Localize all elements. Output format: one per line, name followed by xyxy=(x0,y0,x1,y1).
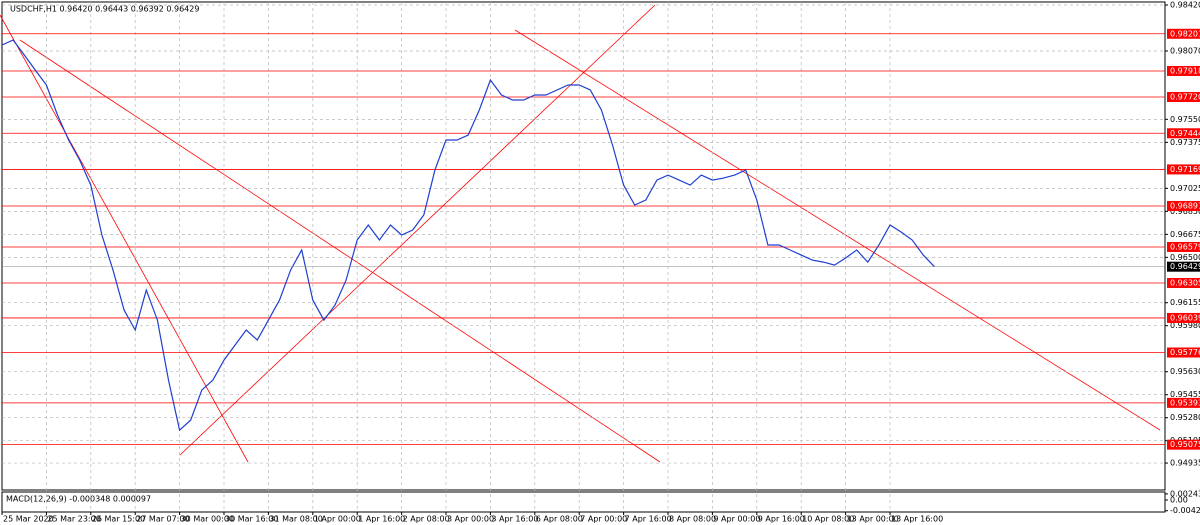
level-label-bg xyxy=(1167,277,1200,288)
x-tick-label: 13 Apr 00:00 xyxy=(847,515,899,524)
x-tick-label: 7 Apr 16:00 xyxy=(625,515,672,524)
x-tick-label: 3 Apr 00:00 xyxy=(447,515,494,524)
x-tick-label: 10 Apr 08:00 xyxy=(802,515,854,524)
y-tick-label: 0.97375 xyxy=(1170,138,1200,147)
x-tick-label: 1 Apr 00:00 xyxy=(314,515,361,524)
y-tick-label: 0.96155 xyxy=(1170,298,1200,307)
level-label: 0.95776 xyxy=(1170,348,1200,357)
level-label: 0.96891 xyxy=(1170,201,1200,210)
current-price-bg xyxy=(1167,261,1200,272)
level-label-bg xyxy=(1167,28,1200,39)
main-panel xyxy=(1,1,1166,491)
level-label-bg xyxy=(1167,92,1200,103)
y-tick-label: 0.95980 xyxy=(1170,321,1200,330)
y-tick-label: 0.96850 xyxy=(1170,207,1200,216)
price-line xyxy=(1,39,935,432)
level-label: 0.98201 xyxy=(1170,29,1200,38)
y-tick-label: 0.98070 xyxy=(1170,46,1200,55)
y-tick-label: 0.97025 xyxy=(1170,184,1200,193)
x-tick-label: 25 Mar 2020 xyxy=(3,515,54,524)
level-label: 0.95075 xyxy=(1170,440,1200,449)
x-tick-label: 8 Apr 08:00 xyxy=(669,515,716,524)
level-label: 0.96579 xyxy=(1170,242,1200,251)
x-tick-label: 30 Mar 00:00 xyxy=(181,515,234,524)
level-label-bg xyxy=(1167,312,1200,323)
level-label-bg xyxy=(1167,164,1200,175)
level-label-bg xyxy=(1167,439,1200,450)
level-label: 0.95393 xyxy=(1170,398,1200,407)
level-label-bg xyxy=(1167,241,1200,252)
level-label-bg xyxy=(1167,397,1200,408)
y-tick-label: 0.94935 xyxy=(1170,459,1200,468)
x-tick-label: 31 Mar 08:00 xyxy=(269,515,322,524)
y-tick-label: 0.95280 xyxy=(1170,413,1200,422)
x-tick-label: 2 Apr 08:00 xyxy=(403,515,450,524)
macd-title: MACD(12,26,9) -0.000348 0.000097 xyxy=(6,495,151,504)
x-tick-label: 1 Apr 16:00 xyxy=(358,515,405,524)
level-label: 0.97918 xyxy=(1170,66,1200,75)
y-tick-label: 0.97550 xyxy=(1170,115,1200,124)
chart-title: USDCHF,H1 0.96420 0.96443 0.96392 0.9642… xyxy=(10,5,199,14)
trend-line xyxy=(179,4,656,456)
x-tick-label: 27 Mar 07:00 xyxy=(136,515,189,524)
x-tick-label: 9 Apr 00:00 xyxy=(713,515,760,524)
level-label: 0.97444 xyxy=(1170,129,1200,138)
macd-tick-label: 0.00 xyxy=(1170,496,1188,505)
x-tick-label: 6 Apr 08:00 xyxy=(536,515,583,524)
level-label-bg xyxy=(1167,65,1200,76)
y-tick-label: 0.96675 xyxy=(1170,230,1200,239)
level-label: 0.97169 xyxy=(1170,165,1200,174)
y-tick-label: 0.95630 xyxy=(1170,367,1200,376)
current-price-label: 0.96429 xyxy=(1170,262,1200,271)
x-tick-label: 13 Apr 16:00 xyxy=(891,515,943,524)
macd-tick-label: -0.004299 xyxy=(1170,506,1200,515)
x-tick-label: 26 Mar 15:00 xyxy=(92,515,145,524)
y-tick-label: 0.95455 xyxy=(1170,390,1200,399)
level-label: 0.96039 xyxy=(1170,313,1200,322)
level-label: 0.96305 xyxy=(1170,278,1200,287)
level-label: 0.97720 xyxy=(1170,93,1200,102)
x-tick-label: 30 Mar 16:00 xyxy=(225,515,278,524)
macd-tick-label: 0.002436 xyxy=(1170,489,1200,498)
level-label-bg xyxy=(1167,200,1200,211)
y-tick-label: 0.96500 xyxy=(1170,253,1200,262)
level-label-bg xyxy=(1167,347,1200,358)
x-tick-label: 7 Apr 00:00 xyxy=(580,515,627,524)
x-tick-label: 3 Apr 16:00 xyxy=(491,515,538,524)
level-label-bg xyxy=(1167,128,1200,139)
trend-line xyxy=(0,14,249,463)
y-tick-label: 0.98420 xyxy=(1170,0,1200,9)
x-tick-label: 9 Apr 16:00 xyxy=(758,515,805,524)
x-tick-label: 25 Mar 23:00 xyxy=(47,515,100,524)
macd-panel xyxy=(1,491,1166,513)
trend-line xyxy=(19,39,661,463)
